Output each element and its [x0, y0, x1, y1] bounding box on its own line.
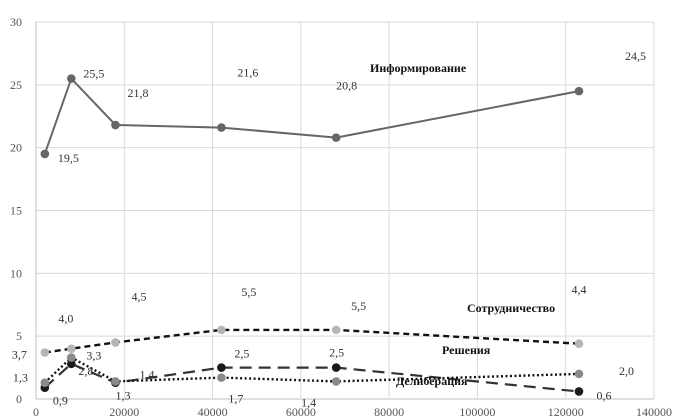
data-label: 25,5 — [83, 67, 104, 81]
series-line-4 — [43, 356, 580, 384]
data-label: 5,5 — [241, 285, 256, 299]
data-point — [40, 149, 50, 159]
data-label: 0,9 — [53, 394, 68, 408]
data-point — [67, 344, 76, 354]
x-tick-label: 80000 — [374, 405, 404, 419]
gridlines — [35, 21, 655, 400]
series-lines — [43, 76, 580, 393]
series-name-label: Информирование — [370, 61, 467, 75]
series-points — [40, 74, 584, 396]
data-point — [67, 359, 76, 369]
data-point — [217, 363, 226, 372]
data-label: 1,3 — [13, 371, 28, 385]
data-point — [40, 348, 50, 357]
data-point — [331, 325, 341, 335]
data-label: 1,3 — [115, 389, 130, 403]
x-tick-label: 140000 — [636, 405, 672, 419]
data-label: 19,5 — [58, 151, 79, 165]
data-point — [111, 120, 120, 130]
data-point — [67, 353, 76, 362]
data-point — [331, 377, 341, 386]
data-label: 3,3 — [86, 349, 101, 363]
y-tick-label: 30 — [10, 15, 22, 29]
y-tick-label: 0 — [16, 392, 22, 406]
x-tick-label: 0 — [33, 405, 39, 419]
x-tick-label: 120000 — [548, 405, 584, 419]
data-label: 1,4 — [139, 367, 154, 381]
data-point — [331, 363, 341, 372]
data-point — [217, 123, 226, 132]
data-label: 2,5 — [234, 347, 249, 361]
data-label: 21,8 — [127, 86, 148, 100]
y-tick-label: 20 — [10, 141, 22, 155]
data-label: 1,7 — [228, 392, 243, 406]
data-label: 2,0 — [619, 364, 634, 378]
series-names: Информирование Сотрудничество Решения Делиб… — [370, 61, 555, 388]
x-tick-label: 100000 — [459, 405, 495, 419]
data-point — [331, 133, 341, 142]
series-line-3 — [44, 362, 580, 393]
series-name-label: Решения — [442, 343, 491, 357]
data-label: 4,5 — [131, 289, 146, 303]
y-tick-label: 15 — [10, 204, 22, 218]
data-point — [67, 74, 76, 83]
data-labels: 19,5 25,5 21,8 21,6 20,8 24,5 3,7 4,0 4,5 5,5 5,5 4… — [12, 49, 646, 409]
data-label: 1,4 — [301, 395, 316, 409]
y-tick-label: 5 — [16, 329, 22, 343]
data-label: 0,6 — [596, 388, 611, 402]
data-label: 2,5 — [329, 346, 344, 360]
data-point — [574, 86, 584, 96]
data-label: 4,4 — [571, 283, 586, 297]
data-label: 4,0 — [58, 312, 73, 326]
data-label: 20,8 — [336, 79, 357, 93]
data-point — [111, 377, 120, 386]
data-label: 24,5 — [625, 49, 646, 63]
data-point — [217, 373, 226, 382]
x-tick-label: 20000 — [109, 405, 139, 419]
series-name-label: Сотрудничество — [467, 301, 555, 315]
y-tick-label: 10 — [10, 266, 22, 280]
data-label: 3,7 — [12, 348, 27, 362]
data-point — [574, 339, 584, 349]
x-tick-label: 40000 — [198, 405, 228, 419]
series-line-2 — [44, 328, 580, 354]
data-point — [111, 338, 120, 347]
y-tick-label: 25 — [10, 78, 22, 92]
data-point — [574, 369, 584, 379]
data-point — [574, 387, 584, 396]
series-name-label: Делиберация — [396, 374, 468, 388]
data-label: 21,6 — [237, 66, 258, 80]
data-label: 2,8 — [78, 364, 93, 378]
data-point — [40, 378, 50, 387]
data-label: 5,5 — [351, 299, 366, 313]
data-point — [217, 325, 226, 335]
x-tick-label: 60000 — [286, 405, 316, 419]
series-line-1 — [43, 76, 580, 155]
